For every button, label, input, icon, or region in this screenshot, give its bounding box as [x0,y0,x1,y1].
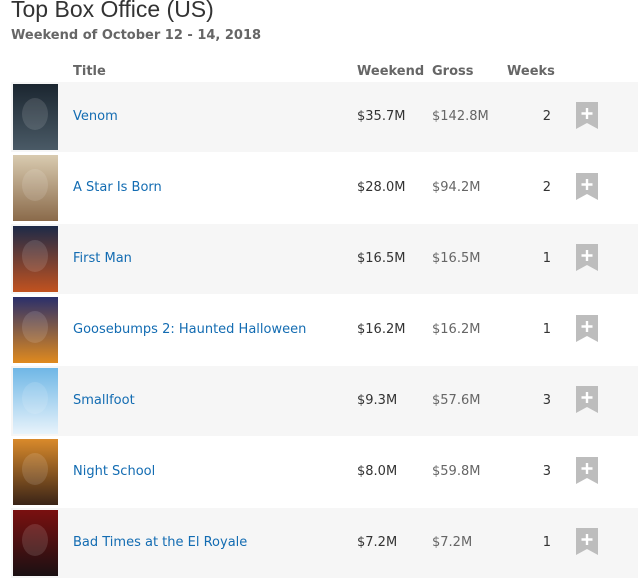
weekend-gross-value: $7.2M [357,535,398,550]
page-subtitle: Weekend of October 12 - 14, 2018 [11,28,262,43]
weeks-value: 2 [542,180,551,195]
weeks-value: 3 [542,464,551,479]
movie-title-link[interactable]: Venom [73,109,118,124]
total-gross-value: $7.2M [432,535,473,550]
table-row: Goosebumps 2: Haunted Halloween $16.2M $16… [11,295,638,366]
box-office-table: Venom $35.7M $142.8M 2 A Star Is Born $28.0M $… [11,82,638,579]
weeks-value: 1 [542,251,551,266]
watchlist-add-icon [576,173,598,200]
table-row: Night School $8.0M $59.8M 3 [11,437,638,508]
movie-poster[interactable] [13,510,58,576]
weeks-value: 1 [542,535,551,550]
movie-poster[interactable] [13,84,58,150]
add-to-watchlist-button[interactable] [576,173,598,200]
watchlist-add-icon [576,102,598,129]
weekend-gross-value: $8.0M [357,464,398,479]
movie-title-link[interactable]: Night School [73,464,156,479]
movie-title-link[interactable]: Goosebumps 2: Haunted Halloween [73,322,307,337]
total-gross-value: $16.5M [432,251,481,266]
column-header-title: Title [73,64,106,79]
movie-title-link[interactable]: A Star Is Born [73,180,162,195]
add-to-watchlist-button[interactable] [576,386,598,413]
column-header-weeks: Weeks [507,64,555,79]
table-row: Bad Times at the El Royale $7.2M $7.2M 1 [11,508,638,579]
table-header: Title Weekend Gross Weeks [11,58,638,83]
watchlist-add-icon [576,244,598,271]
movie-title-link[interactable]: Smallfoot [73,393,135,408]
weekend-gross-value: $35.7M [357,109,406,124]
movie-poster[interactable] [13,155,58,221]
movie-poster[interactable] [13,439,58,505]
weeks-value: 2 [542,109,551,124]
movie-poster[interactable] [13,297,58,363]
add-to-watchlist-button[interactable] [576,244,598,271]
watchlist-add-icon [576,315,598,342]
total-gross-value: $16.2M [432,322,481,337]
add-to-watchlist-button[interactable] [576,528,598,555]
weekend-gross-value: $16.2M [357,322,406,337]
table-row: Venom $35.7M $142.8M 2 [11,82,638,153]
weeks-value: 3 [542,393,551,408]
watchlist-add-icon [576,457,598,484]
table-row: A Star Is Born $28.0M $94.2M 2 [11,153,638,224]
movie-title-link[interactable]: First Man [73,251,132,266]
weeks-value: 1 [542,322,551,337]
weekend-gross-value: $9.3M [357,393,398,408]
total-gross-value: $142.8M [432,109,489,124]
column-header-weekend: Weekend [357,64,425,79]
add-to-watchlist-button[interactable] [576,102,598,129]
movie-poster[interactable] [13,226,58,292]
weekend-gross-value: $28.0M [357,180,406,195]
page-title: Top Box Office (US) [11,0,214,22]
table-row: First Man $16.5M $16.5M 1 [11,224,638,295]
total-gross-value: $59.8M [432,464,481,479]
add-to-watchlist-button[interactable] [576,315,598,342]
table-row: Smallfoot $9.3M $57.6M 3 [11,366,638,437]
watchlist-add-icon [576,528,598,555]
weekend-gross-value: $16.5M [357,251,406,266]
total-gross-value: $94.2M [432,180,481,195]
add-to-watchlist-button[interactable] [576,457,598,484]
column-header-gross: Gross [432,64,474,79]
total-gross-value: $57.6M [432,393,481,408]
watchlist-add-icon [576,386,598,413]
movie-poster[interactable] [13,368,58,434]
movie-title-link[interactable]: Bad Times at the El Royale [73,535,248,550]
